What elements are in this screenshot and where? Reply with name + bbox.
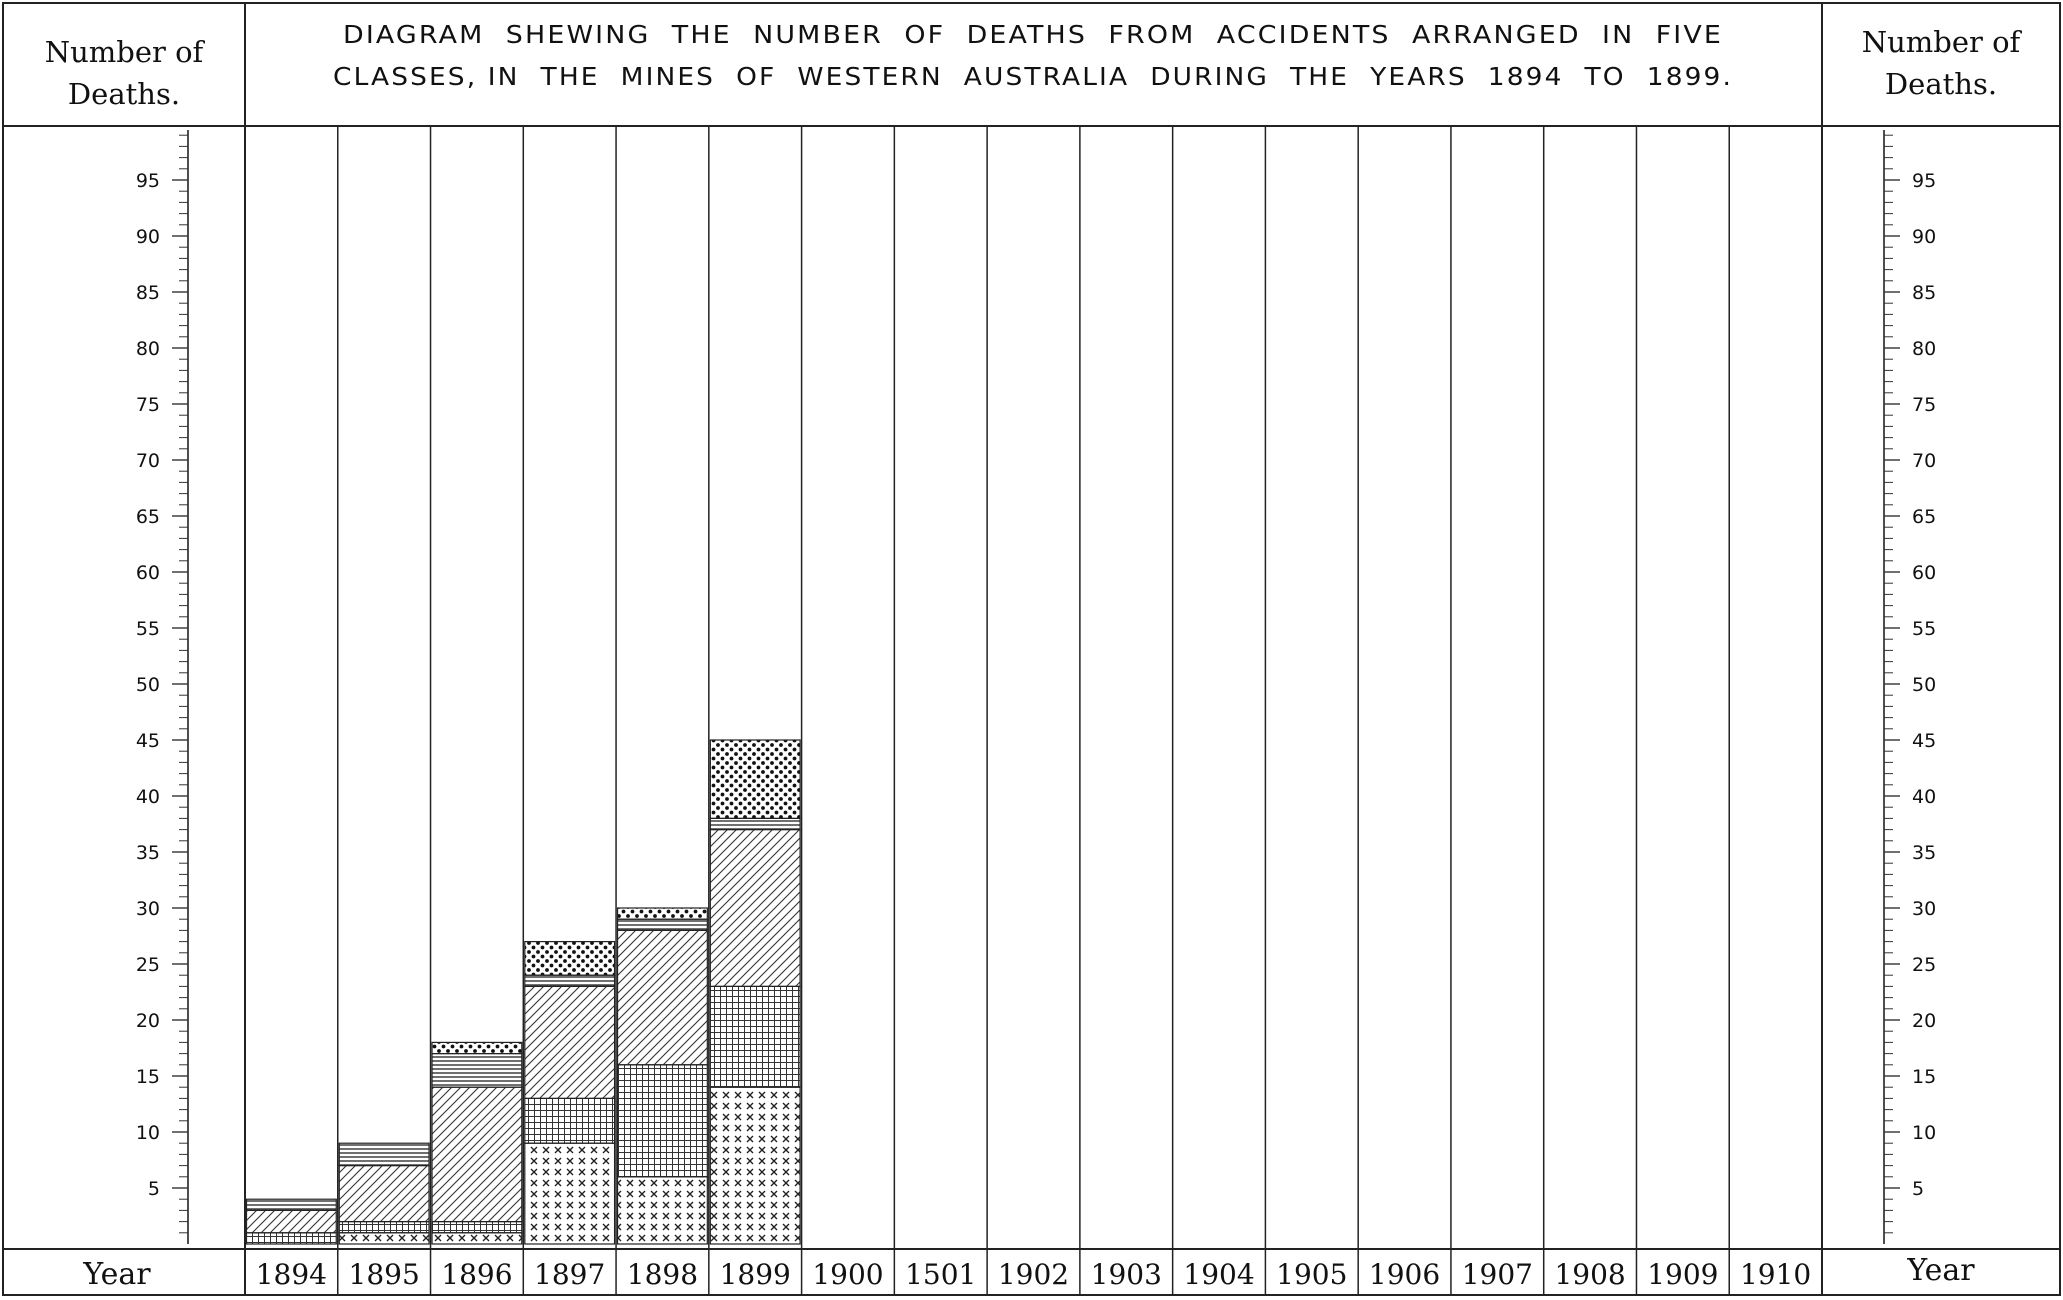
right-y-axis: 5 10 15 20 25 30 35 40 45 50 55 60 65 70 75 80 85 90 95 (1883, 130, 1936, 1244)
year-columns (337, 126, 1730, 1295)
year-label-1906: 1906 (1369, 1258, 1440, 1291)
bar-1896-grid (431, 1220, 523, 1234)
left-axis-tick-label: 40 (136, 786, 160, 808)
right-axis-tick-label: 25 (1912, 954, 1936, 976)
bar-1897-diagonal (524, 985, 616, 1100)
right-axis-tick-label: 75 (1912, 394, 1936, 416)
left-axis-tick-label: 35 (136, 842, 160, 864)
year-label-1897: 1897 (534, 1258, 605, 1291)
bar-1898-grid (616, 1064, 708, 1178)
bar-1896-crosses (431, 1232, 523, 1245)
left-axis-title-line2: Deaths. (68, 77, 180, 111)
year-labels: 1894 1895 1896 1897 1898 1899 1900 1501 1902 1903… (256, 1258, 1812, 1291)
bar-1897-crosses (524, 1142, 616, 1245)
year-label-1905: 1905 (1276, 1258, 1347, 1291)
right-axis-tick-label: 65 (1912, 506, 1936, 528)
bar-1898-horizontal (616, 918, 708, 932)
right-year-label: Year (1906, 1253, 1975, 1288)
bar-1897-grid (524, 1097, 616, 1144)
bar-1894-horizontal (245, 1198, 337, 1211)
left-axis-tick-label: 45 (136, 730, 160, 752)
left-axis-tick-label: 10 (136, 1122, 160, 1144)
bar-1899-horizontal (709, 817, 801, 831)
year-label-1901: 1501 (905, 1258, 976, 1291)
right-axis-tick-label: 70 (1912, 450, 1936, 472)
bar-1894-grid (245, 1232, 337, 1245)
right-axis-tick-label: 15 (1912, 1066, 1936, 1088)
right-axis-tick-label: 95 (1912, 170, 1936, 192)
chart-title-line2: CLASSES, IN THE MINES OF WESTERN AUSTRAL… (333, 62, 1733, 91)
left-axis-tick-label: 15 (136, 1066, 160, 1088)
year-label-1910: 1910 (1740, 1258, 1811, 1291)
left-axis-tick-label: 75 (136, 394, 160, 416)
year-label-1895: 1895 (349, 1258, 420, 1291)
year-label-1909: 1909 (1647, 1258, 1718, 1291)
left-axis-tick-label: 55 (136, 618, 160, 640)
right-axis-tick-label: 60 (1912, 562, 1936, 584)
right-axis-tick-label: 90 (1912, 226, 1936, 248)
year-label-1903: 1903 (1091, 1258, 1162, 1291)
left-axis-tick-label: 20 (136, 1010, 160, 1032)
left-axis-tick-label: 70 (136, 450, 160, 472)
right-axis-tick-label: 55 (1912, 618, 1936, 640)
year-label-1908: 1908 (1554, 1258, 1625, 1291)
right-axis-tick-label: 80 (1912, 338, 1936, 360)
year-label-1896: 1896 (441, 1258, 512, 1291)
stacked-bars (245, 739, 801, 1245)
left-axis-tick-label: 60 (136, 562, 160, 584)
left-year-label: Year (82, 1257, 151, 1292)
right-axis-tick-label: 85 (1912, 282, 1936, 304)
left-axis-tick-label: 5 (148, 1178, 160, 1200)
bar-1896-dots (431, 1041, 523, 1055)
bar-1895-diagonal (338, 1164, 430, 1223)
right-axis-tick-label: 50 (1912, 674, 1936, 696)
bar-1899-dots (709, 739, 801, 820)
right-axis-tick-label: 35 (1912, 842, 1936, 864)
left-axis-tick-label: 80 (136, 338, 160, 360)
left-axis-tick-label: 50 (136, 674, 160, 696)
bar-1897-horizontal (524, 974, 616, 988)
bar-1895-grid (338, 1220, 430, 1234)
bar-1898-dots (616, 907, 708, 920)
year-label-1902: 1902 (998, 1258, 1069, 1291)
right-axis-tick-label: 45 (1912, 730, 1936, 752)
bar-1896-horizontal (431, 1052, 523, 1088)
left-axis-tick-label: 85 (136, 282, 160, 304)
left-axis-tick-label: 25 (136, 954, 160, 976)
left-axis-tick-label: 30 (136, 898, 160, 920)
bar-1898-crosses (616, 1176, 708, 1245)
bar-1899-crosses (709, 1086, 801, 1245)
bar-1897-dots (524, 940, 616, 976)
bar-1895-horizontal (338, 1142, 430, 1167)
year-label-1899: 1899 (720, 1258, 791, 1291)
right-axis-tick-label: 5 (1912, 1178, 1924, 1200)
year-label-1894: 1894 (256, 1258, 327, 1291)
left-y-axis: 5 10 15 20 25 30 35 40 45 50 55 60 65 70 75 80 85 90 95 (136, 130, 189, 1244)
right-axis-tick-label: 30 (1912, 898, 1936, 920)
year-label-1904: 1904 (1183, 1258, 1254, 1291)
year-label-1898: 1898 (627, 1258, 698, 1291)
bar-1898-diagonal (616, 929, 708, 1066)
chart-title-line1: DIAGRAM SHEWING THE NUMBER OF DEATHS FRO… (343, 20, 1723, 49)
bar-1896-diagonal (431, 1086, 523, 1223)
right-axis-tick-label: 10 (1912, 1122, 1936, 1144)
left-axis-tick-label: 90 (136, 226, 160, 248)
bar-1899-diagonal (709, 828, 801, 987)
right-axis-tick-label: 20 (1912, 1010, 1936, 1032)
left-axis-title-line1: Number of (45, 35, 206, 69)
left-axis-tick-label: 65 (136, 506, 160, 528)
right-axis-title-line1: Number of (1862, 25, 2023, 59)
bar-1895-crosses (338, 1232, 430, 1245)
year-label-1900: 1900 (812, 1258, 883, 1291)
year-label-1907: 1907 (1462, 1258, 1533, 1291)
left-axis-tick-label: 95 (136, 170, 160, 192)
right-axis-tick-label: 40 (1912, 786, 1936, 808)
bar-1894-diagonal (245, 1209, 337, 1234)
right-axis-title-line2: Deaths. (1885, 67, 1997, 101)
bar-1899-grid (709, 985, 801, 1088)
